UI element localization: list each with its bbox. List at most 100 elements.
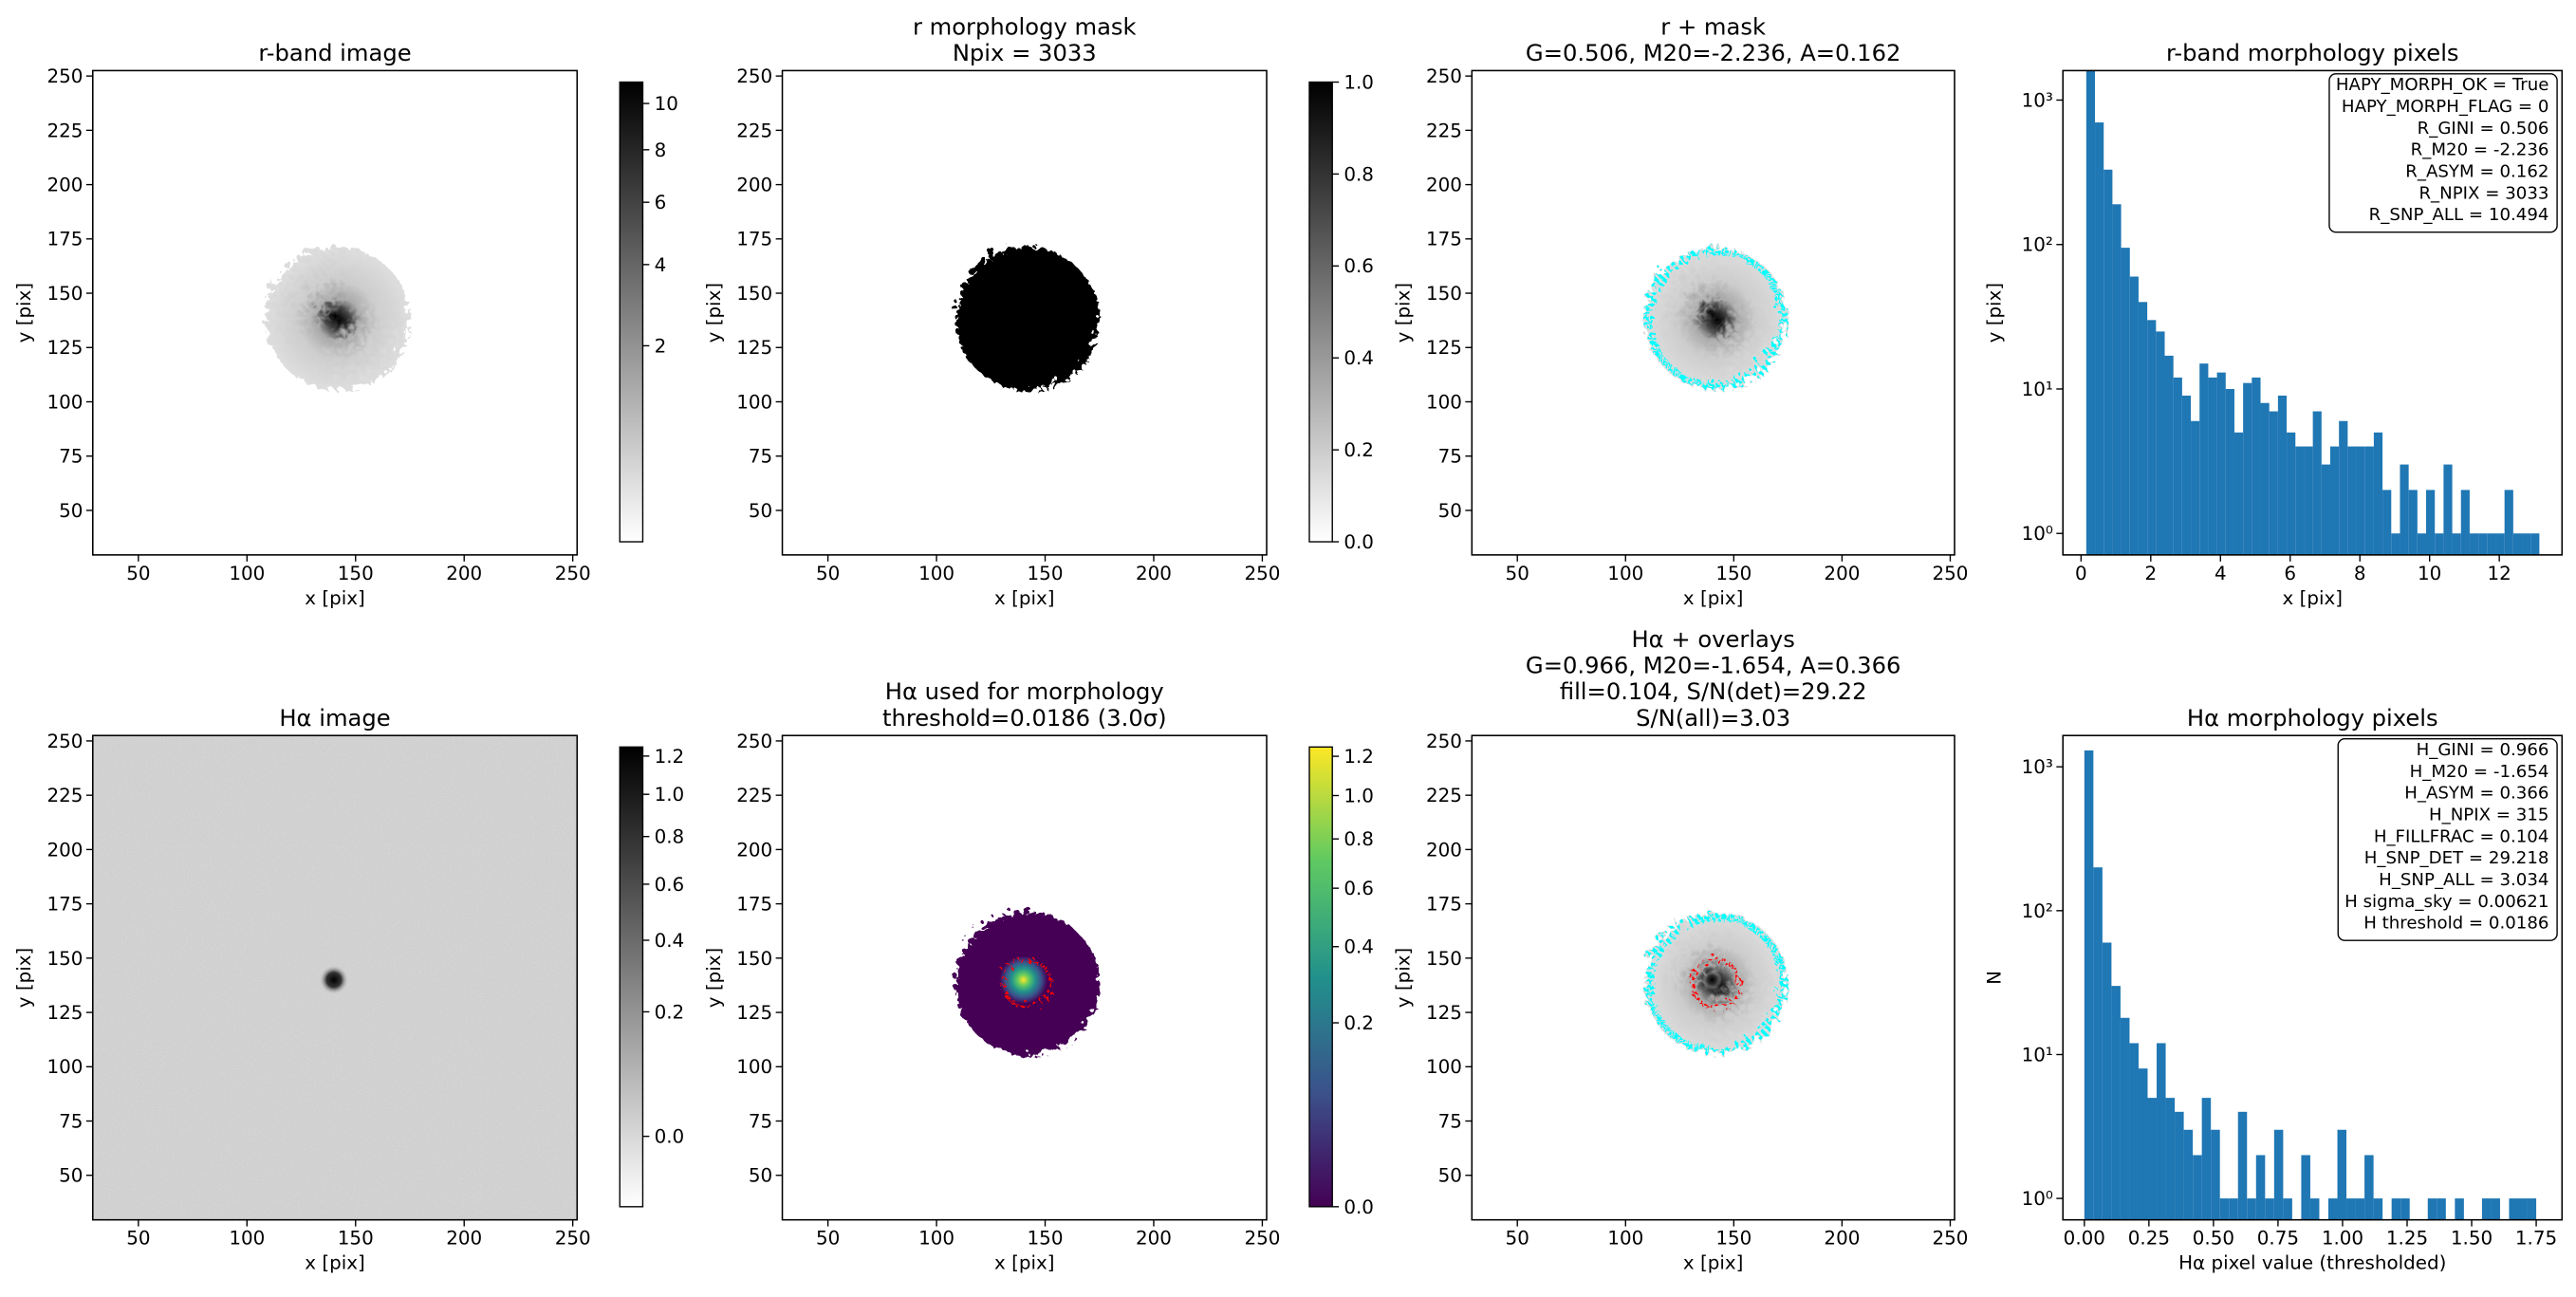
y-tick-label: 175 [1426,229,1462,250]
bar [2175,1111,2184,1220]
y-tick-label: 225 [46,785,83,806]
y-tick-label: 10⁰ [2022,1188,2053,1210]
bar [2504,490,2513,555]
bar [2356,446,2365,555]
bar [2509,1198,2519,1220]
bar [2129,1043,2139,1220]
y-tick-label: 250 [46,65,83,87]
y-tick-label: 10³ [2022,756,2053,778]
bar [2255,1155,2266,1220]
y-axis-label: y [pix] [1393,283,1415,343]
panel-title: r-band image [258,40,411,66]
annotation-line: H_NPIX = 315 [2429,805,2548,825]
x-tick-label: 150 [1028,563,1064,584]
axes-frame [781,734,1268,1221]
annotation-line: R_GINI = 0.506 [2418,119,2549,139]
axes-frame [92,734,579,1221]
bar [2252,377,2261,555]
x-tick-label: 250 [555,563,591,584]
bar [2093,867,2103,1220]
colorbar-tick-label: 0.6 [655,874,685,896]
y-tick-label: 150 [46,283,83,305]
source [1640,243,1784,387]
panel: 50 100 150 200 250 50 75 100 125 150 175 200 225 250 x… [1393,626,1969,1274]
bar [2327,1198,2338,1220]
bar [2173,377,2182,555]
bar [2469,533,2479,555]
plot-area [952,243,1096,387]
y-tick-label: 175 [46,229,83,250]
x-tick-label: 200 [446,563,482,584]
x-tick-label: 50 [1506,563,1529,584]
mask [952,243,1096,387]
y-tick-label: 75 [59,446,83,468]
y-tick-label: 200 [1426,839,1462,861]
bar [2301,1155,2310,1220]
bar [2346,1198,2356,1220]
bar [2273,1129,2284,1220]
bar [2103,169,2113,555]
y-tick-label: 175 [736,894,772,916]
y-tick-label: 10³ [2022,89,2053,111]
annotation-box [2328,73,2558,233]
x-tick-label: 100 [229,563,265,584]
bar [2247,1198,2256,1220]
panel-title: Hα image [279,705,390,732]
x-tick-label: 100 [1607,1228,1643,1250]
bar [2364,1155,2374,1220]
bar [2260,402,2270,555]
panel: 50 100 150 200 250 50 75 100 125 150 175 200 225 250 x… [13,40,678,609]
y-tick-label: 10² [2022,234,2053,256]
bar [2518,1198,2528,1220]
y-tick-label: 100 [736,391,772,413]
y-tick-label: 125 [46,1002,83,1024]
colorbar-tick-label: 0.8 [655,826,685,848]
y-axis-label: y [pix] [13,283,35,343]
bar [2443,464,2453,555]
halpha-contour [1686,954,1738,1006]
bar [2391,533,2400,555]
bar [2400,464,2409,555]
axes-frame [1471,734,1955,1221]
x-tick-label: 0.75 [2257,1228,2299,1250]
y-tick-label: 100 [46,1056,83,1078]
bar [2527,1198,2537,1220]
y-axis-label: y [pix] [13,948,35,1009]
colorbar [619,746,644,1208]
plot-area [92,735,578,1220]
bar [2199,363,2209,555]
axes-frame [1471,69,1955,556]
bar [2329,446,2340,555]
bar [2487,533,2496,555]
annotation-line: H_SNP_DET = 29.218 [2364,848,2549,868]
annotation-line: H_SNP_ALL = 3.034 [2379,870,2548,890]
y-tick-label: 10⁰ [2022,523,2053,545]
colorbar-tick-label: 0.8 [1344,828,1374,850]
panel-title: r-band morphology pixels [2166,40,2459,66]
annotation-line: R_SNP_ALL = 10.494 [2369,205,2549,225]
bar [2095,122,2104,555]
y-tick-label: 250 [1426,65,1462,87]
x-tick-label: 200 [446,1228,482,1250]
x-tick-label: 100 [918,563,954,584]
bar [2309,1198,2320,1220]
x-tick-label: 250 [1933,1228,1969,1250]
y-tick-label: 250 [1426,731,1462,752]
colorbar-tick-label: 1.0 [1344,71,1374,93]
x-tick-label: 100 [229,1228,265,1250]
plot-area [2084,750,2537,1220]
annotation-line: HAPY_MORPH_OK = True [2336,75,2549,95]
x-tick-label: 150 [338,1228,374,1250]
y-tick-label: 175 [736,229,772,250]
bar [2460,490,2470,555]
annotation-line: R_NPIX = 3033 [2418,183,2548,203]
bar [2147,1098,2158,1220]
x-tick-label: 0.50 [2193,1228,2234,1250]
bar [2191,420,2200,555]
x-tick-label: 200 [1136,1228,1172,1250]
colorbar-tick-label: 1.0 [1344,785,1374,806]
y-tick-label: 225 [1426,785,1462,806]
bar [2225,388,2234,555]
source [319,965,349,995]
